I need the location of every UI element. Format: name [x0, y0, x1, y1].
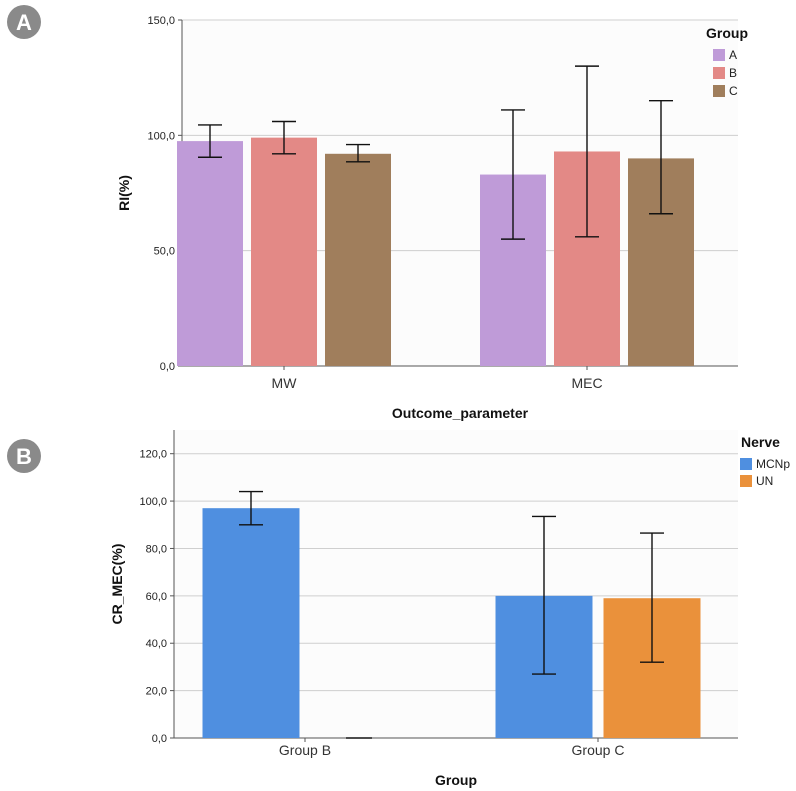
legend-label-a: A	[729, 48, 737, 62]
panel-badge	[7, 5, 41, 39]
y-tick-label: 60,0	[146, 591, 167, 603]
legend-swatch-c	[713, 85, 725, 97]
x-tick-label: MW	[272, 375, 298, 391]
y-tick-label: 20,0	[146, 686, 167, 698]
chart-a: 0,0 50,0 100,0 150,0 MW MEC Outcome_parameter R…	[7, 5, 748, 421]
y-axis-title: RI(%)	[116, 175, 132, 211]
y-axis-title: CR_MEC(%)	[109, 544, 125, 625]
y-tick-label: 0,0	[152, 733, 167, 745]
panel-badge	[7, 439, 41, 473]
y-tick-label: 50,0	[154, 246, 175, 258]
x-tick-label: Group B	[279, 742, 331, 758]
y-tick-label: 150,0	[147, 15, 175, 27]
legend-title: Group	[706, 25, 748, 41]
panel-badge-label: B	[16, 444, 32, 469]
panel-badge-label: A	[16, 10, 32, 35]
legend-swatch-b	[713, 67, 725, 79]
legend-swatch-mcnp	[740, 458, 752, 470]
bar-a-mw	[177, 141, 243, 366]
x-tick-label: MEC	[571, 375, 602, 391]
chart-b: 0,0 20,0 40,0 60,0 80,0 100,0 120,0 Group B Grou…	[7, 430, 790, 788]
legend-label-mcnp: MCNp	[756, 457, 790, 471]
y-tick-label: 40,0	[146, 638, 167, 650]
legend-title: Nerve	[741, 434, 780, 450]
legend-label-b: B	[729, 66, 737, 80]
bar-mcnp-group-b	[202, 508, 300, 738]
legend-label-un: UN	[756, 474, 773, 488]
bar-c-mw	[325, 153, 391, 366]
bar-b-mw	[251, 137, 317, 366]
legend-swatch-un	[740, 475, 752, 487]
y-tick-label: 100,0	[139, 496, 167, 508]
y-tick-label: 120,0	[139, 449, 167, 461]
legend-label-c: C	[729, 84, 738, 98]
y-tick-label: 0,0	[160, 361, 175, 373]
legend-swatch-a	[713, 49, 725, 61]
x-axis-title: Outcome_parameter	[392, 405, 529, 421]
x-axis-title: Group	[435, 772, 477, 788]
y-tick-label: 100,0	[147, 130, 175, 142]
x-tick-label: Group C	[572, 742, 625, 758]
y-tick-label: 80,0	[146, 543, 167, 555]
